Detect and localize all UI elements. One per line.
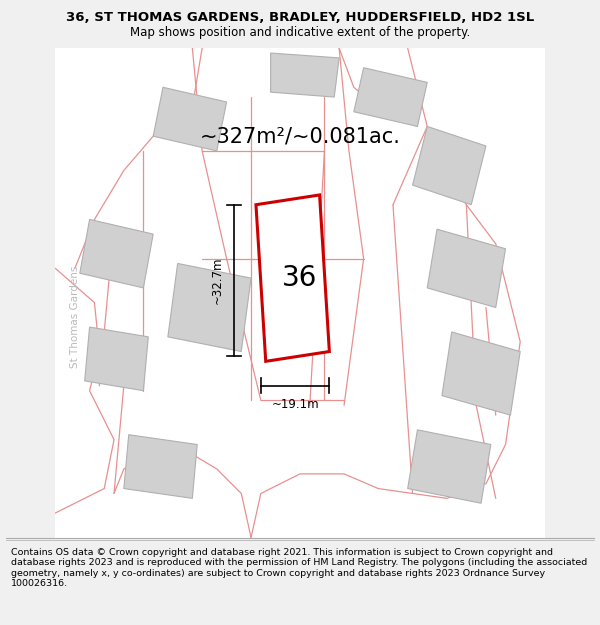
- Polygon shape: [407, 430, 491, 503]
- Polygon shape: [153, 88, 227, 151]
- Polygon shape: [80, 219, 153, 288]
- Text: St Thomas Gardens: St Thomas Gardens: [70, 266, 80, 369]
- Text: ~19.1m: ~19.1m: [271, 398, 319, 411]
- Polygon shape: [256, 195, 329, 361]
- Text: ~32.7m: ~32.7m: [211, 257, 224, 304]
- Polygon shape: [85, 327, 148, 391]
- Polygon shape: [55, 48, 545, 538]
- Text: 36, ST THOMAS GARDENS, BRADLEY, HUDDERSFIELD, HD2 1SL: 36, ST THOMAS GARDENS, BRADLEY, HUDDERSF…: [66, 11, 534, 24]
- Text: 36: 36: [283, 264, 317, 292]
- Polygon shape: [427, 229, 506, 308]
- Text: Map shows position and indicative extent of the property.: Map shows position and indicative extent…: [130, 26, 470, 39]
- Polygon shape: [442, 332, 520, 415]
- Polygon shape: [413, 126, 486, 205]
- Polygon shape: [124, 435, 197, 498]
- Text: ~327m²/~0.081ac.: ~327m²/~0.081ac.: [200, 126, 400, 146]
- Polygon shape: [168, 264, 251, 351]
- Polygon shape: [271, 53, 339, 97]
- Polygon shape: [354, 68, 427, 126]
- Text: Contains OS data © Crown copyright and database right 2021. This information is : Contains OS data © Crown copyright and d…: [11, 548, 587, 588]
